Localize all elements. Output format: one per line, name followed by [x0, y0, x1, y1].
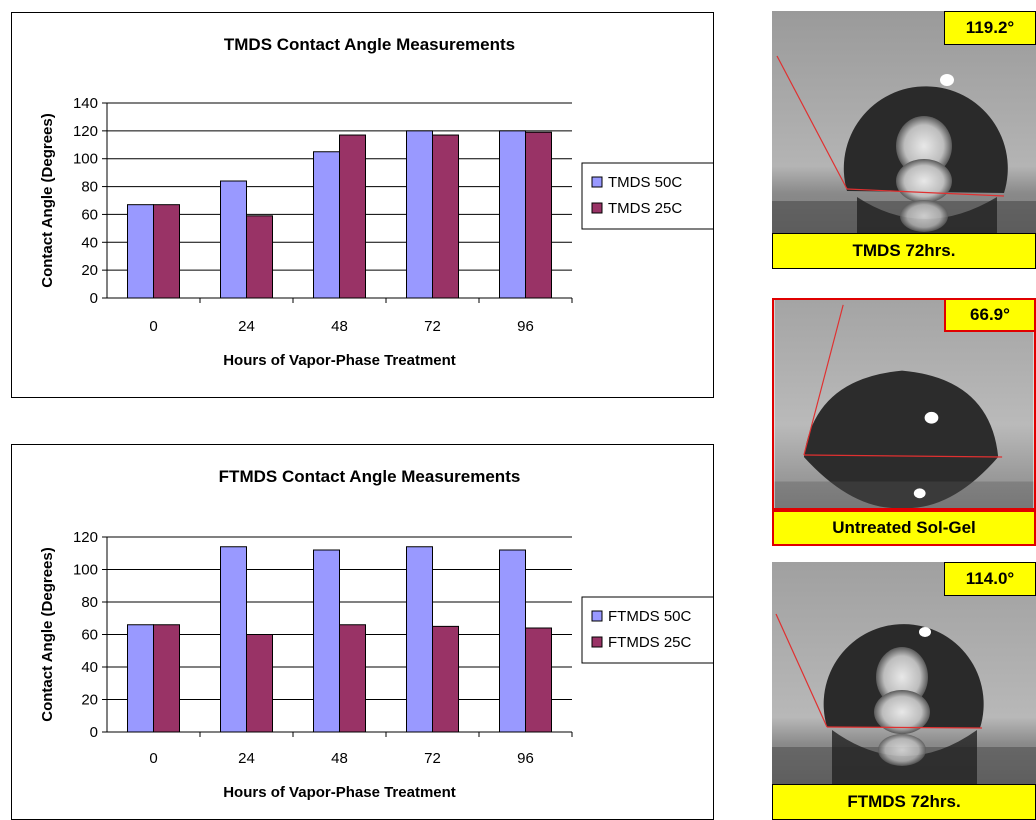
y-tick-label: 80 — [81, 594, 98, 611]
bar-tmds-50c-48 — [313, 151, 340, 299]
legend-swatch — [591, 176, 603, 188]
y-tick-label: 80 — [81, 179, 98, 196]
droplet-photo — [772, 562, 1036, 784]
bar-ftmds-25c-48 — [339, 624, 366, 733]
contact-angle-badge: 119.2° — [944, 11, 1036, 45]
bar-tmds-25c-24 — [246, 215, 273, 299]
y-tick-label: 140 — [73, 95, 98, 112]
bar-ftmds-25c-72 — [432, 625, 459, 733]
legend-label: TMDS 25C — [608, 200, 682, 217]
droplet-photo — [772, 11, 1036, 233]
x-tick-label: 96 — [517, 750, 534, 767]
y-tick-label: 20 — [81, 692, 98, 709]
bar-ftmds-50c-96 — [499, 549, 526, 733]
legend-swatch — [591, 636, 603, 648]
legend-label: FTMDS 25C — [608, 634, 692, 651]
y-axis-label: Contact Angle (Degrees) — [39, 547, 56, 721]
ftmds-chart: 0 20 40 60 80 100 120 0 24 48 72 96 FTMDS Contact An… — [39, 467, 713, 801]
bar-tmds-25c-0 — [153, 204, 180, 299]
bar-ftmds-50c-0 — [127, 624, 154, 733]
bar-ftmds-25c-24 — [246, 634, 273, 733]
y-tick-label: 60 — [81, 627, 98, 644]
x-tick-label: 24 — [238, 750, 255, 767]
x-tick-label: 48 — [331, 318, 348, 335]
x-tick-label: 0 — [149, 750, 157, 767]
contact-angle-badge: 66.9° — [944, 298, 1036, 332]
droplet-caption: FTMDS 72hrs. — [772, 784, 1036, 820]
x-tick-label: 96 — [517, 318, 534, 335]
bar-tmds-50c-24 — [220, 180, 247, 299]
x-tick-label: 72 — [424, 750, 441, 767]
x-tick-label: 0 — [149, 318, 157, 335]
bar-ftmds-25c-96 — [525, 627, 552, 733]
x-axis-label: Hours of Vapor-Phase Treatment — [223, 784, 456, 801]
y-tick-label: 0 — [90, 724, 98, 741]
y-tick-label: 100 — [73, 151, 98, 168]
y-tick-label: 60 — [81, 206, 98, 223]
bar-tmds-50c-96 — [499, 130, 526, 299]
droplet-panel-untreated: 66.9° Untreated Sol-Gel — [772, 298, 1036, 546]
bar-ftmds-50c-72 — [406, 546, 433, 733]
legend-swatch — [591, 610, 603, 622]
legend-box — [581, 596, 713, 664]
legend-swatch — [591, 202, 603, 214]
legend-label: TMDS 50C — [608, 174, 682, 191]
y-tick-label: 40 — [81, 234, 98, 251]
x-axis-label: Hours of Vapor-Phase Treatment — [223, 352, 456, 369]
bar-tmds-25c-72 — [432, 134, 459, 299]
y-tick-label: 100 — [73, 562, 98, 579]
bar-tmds-25c-96 — [525, 131, 552, 299]
x-tick-label: 24 — [238, 318, 255, 335]
chart-title: TMDS Contact Angle Measurements — [224, 35, 515, 54]
bar-tmds-25c-48 — [339, 134, 366, 299]
x-tick-label: 48 — [331, 750, 348, 767]
legend-label: FTMDS 50C — [608, 608, 692, 625]
tmds-chart: 0 20 40 60 80 100 120 140 0 24 48 72 96 TMDS Contact … — [39, 35, 713, 369]
bar-ftmds-50c-48 — [313, 549, 340, 733]
contact-angle-badge: 114.0° — [944, 562, 1036, 596]
droplet-photo — [772, 298, 1036, 510]
x-tick-label: 72 — [424, 318, 441, 335]
droplet-panel-ftmds: 114.0° FTMDS 72hrs. — [772, 562, 1036, 820]
tmds-chart-panel: 0 20 40 60 80 100 120 140 0 24 48 72 96 TMDS Contact … — [11, 12, 714, 398]
bar-tmds-50c-0 — [127, 204, 154, 299]
ftmds-chart-panel: 0 20 40 60 80 100 120 0 24 48 72 96 FTMDS Contact An… — [11, 444, 714, 820]
y-tick-label: 120 — [73, 123, 98, 140]
droplet-caption: Untreated Sol-Gel — [772, 510, 1036, 546]
y-axis-label: Contact Angle (Degrees) — [39, 113, 56, 287]
bar-tmds-50c-72 — [406, 130, 433, 299]
chart-title: FTMDS Contact Angle Measurements — [219, 467, 521, 486]
y-tick-label: 0 — [90, 290, 98, 307]
bar-ftmds-25c-0 — [153, 624, 180, 733]
droplet-caption: TMDS 72hrs. — [772, 233, 1036, 269]
bar-ftmds-50c-24 — [220, 546, 247, 733]
y-tick-label: 120 — [73, 529, 98, 546]
y-tick-label: 20 — [81, 262, 98, 279]
legend-box — [581, 162, 713, 230]
droplet-panel-tmds: 119.2° TMDS 72hrs. — [772, 11, 1036, 269]
y-tick-label: 40 — [81, 659, 98, 676]
